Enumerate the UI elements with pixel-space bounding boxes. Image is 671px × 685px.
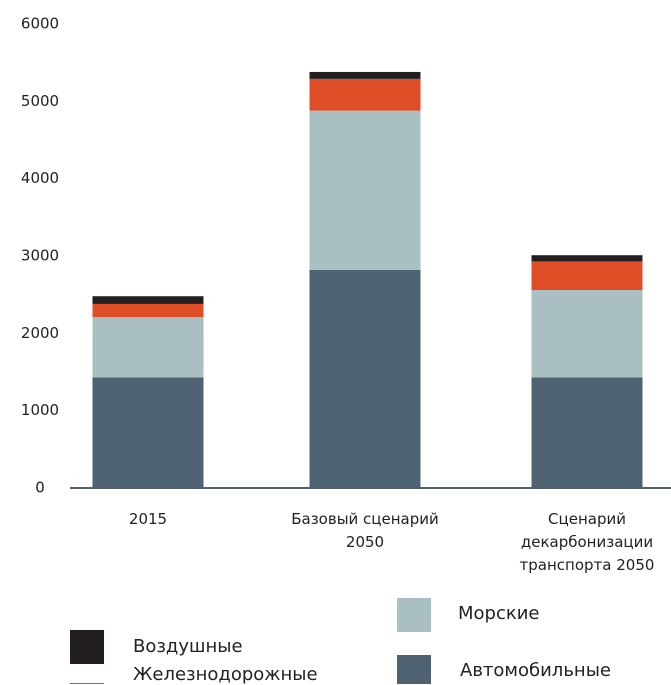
legend-label: Морские (458, 603, 540, 624)
x-tick-label: 2015 (128, 510, 168, 528)
legend-label: Воздушные (133, 636, 243, 657)
y-tick-label: 5000 (21, 92, 59, 110)
legend-swatch (397, 598, 431, 632)
bar-segment (92, 317, 204, 378)
legend-swatch (397, 655, 431, 684)
bar-segment (92, 296, 204, 304)
bar-segment (309, 78, 421, 111)
bar-segment (92, 377, 204, 488)
legend-label: Автомобильные (460, 660, 611, 681)
bar-segment (531, 261, 643, 291)
y-tick-label: 2000 (21, 324, 59, 342)
bar-segment (531, 377, 643, 488)
legend-label: Железнодорожные (133, 664, 318, 685)
bar-segment (531, 255, 643, 262)
y-tick-label: 6000 (21, 15, 59, 33)
y-tick-label: 1000 (21, 401, 59, 419)
bar-segment (309, 269, 421, 488)
bar-segment (309, 110, 421, 270)
x-tick-label: Базовый сценарий 2050 (291, 510, 439, 551)
y-tick-label: 3000 (21, 247, 59, 265)
y-tick-label: 0 (35, 479, 45, 497)
bar-segment (531, 290, 643, 378)
y-tick-label: 4000 (21, 169, 59, 187)
x-tick-label: Сценарий декарбонизации транспорта 2050 (519, 510, 655, 574)
legend-swatch (70, 630, 104, 664)
bar-segment (309, 71, 421, 79)
bar-segment (92, 303, 204, 318)
